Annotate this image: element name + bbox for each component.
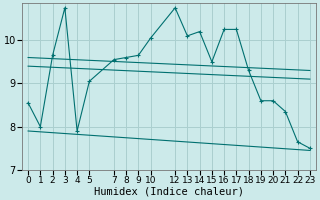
- X-axis label: Humidex (Indice chaleur): Humidex (Indice chaleur): [94, 187, 244, 197]
